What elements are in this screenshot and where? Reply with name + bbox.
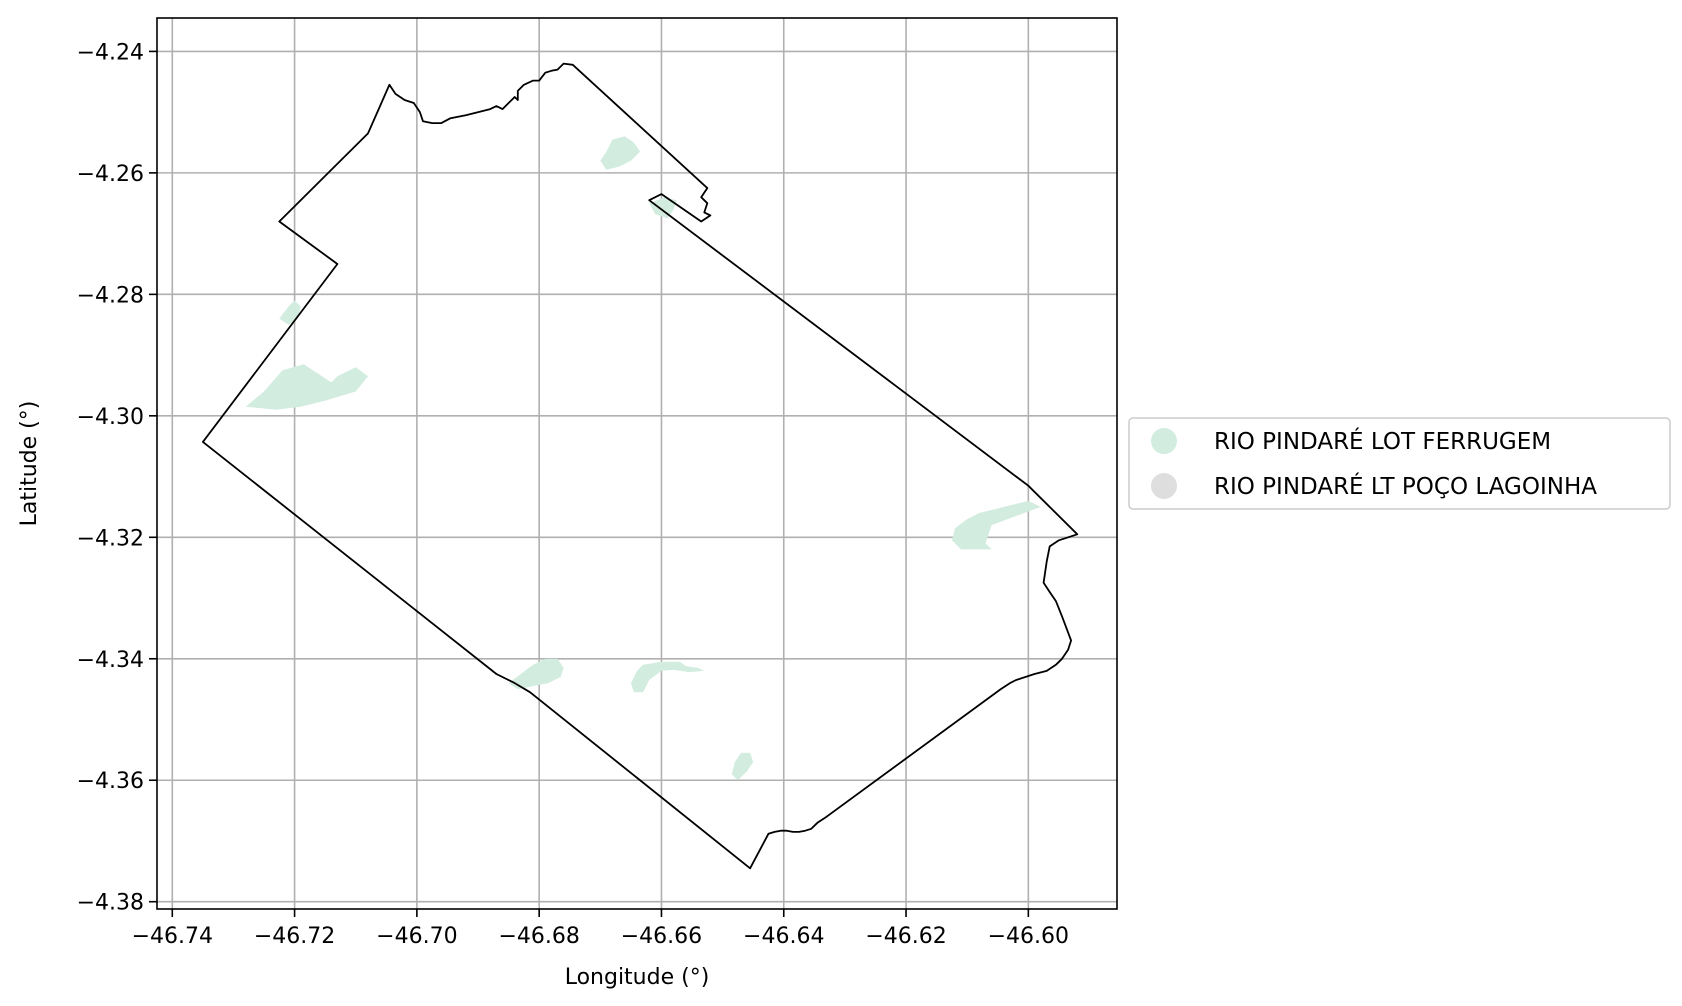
y-tick-label-2: −4.28 xyxy=(77,283,144,308)
grid-lines xyxy=(157,18,1117,909)
legend-label-ferrugem: RIO PINDARÉ LOT FERRUGEM xyxy=(1214,427,1551,455)
y-tick-label-4: −4.32 xyxy=(77,526,144,551)
mapped-areas xyxy=(245,136,1041,781)
legend-swatch-poco-lagoinha xyxy=(1151,473,1177,499)
legend-swatch-ferrugem xyxy=(1151,428,1177,454)
x-tick-label-7: −46.60 xyxy=(988,924,1069,949)
x-tick-label-4: −46.66 xyxy=(621,924,702,949)
x-tick-label-5: −46.64 xyxy=(743,924,824,949)
y-tick-label-7: −4.38 xyxy=(77,891,144,916)
y-tick-label-5: −4.34 xyxy=(77,648,144,673)
y-tick-label-6: −4.36 xyxy=(77,769,144,794)
x-tick-label-3: −46.68 xyxy=(498,924,579,949)
x-tick-label-1: −46.72 xyxy=(254,924,335,949)
legend: RIO PINDARÉ LOT FERRUGEM RIO PINDARÉ LT … xyxy=(1128,417,1671,510)
area-patch-0 xyxy=(600,136,641,170)
x-tick-label-6: −46.62 xyxy=(865,924,946,949)
y-axis-ticks: −4.24 −4.26 −4.28 −4.30 −4.32 −4.34 −4.36 −4.38 xyxy=(77,40,157,916)
plot-frame xyxy=(156,17,1118,910)
legend-box xyxy=(1128,417,1671,510)
boundary-outline xyxy=(201,62,1079,870)
boundary-layer xyxy=(201,62,1079,870)
x-axis-ticks: −46.74 −46.72 −46.70 −46.68 −46.66 −46.64 −46.… xyxy=(132,909,1069,949)
area-patch-7 xyxy=(731,752,754,781)
y-tick-label-3: −4.30 xyxy=(77,405,144,430)
y-tick-label-1: −4.26 xyxy=(77,162,144,187)
area-patch-5 xyxy=(508,658,564,690)
area-patch-1 xyxy=(649,197,677,219)
x-tick-label-0: −46.74 xyxy=(132,924,213,949)
legend-label-poco-lagoinha: RIO PINDARÉ LT POÇO LAGOINHA xyxy=(1214,472,1597,500)
x-axis-label: Longitude (°) xyxy=(565,965,710,990)
area-patch-6 xyxy=(630,661,705,693)
y-tick-label-0: −4.24 xyxy=(77,40,144,65)
area-patch-4 xyxy=(951,500,1041,550)
area-patch-3 xyxy=(245,364,368,410)
x-tick-label-2: −46.70 xyxy=(376,924,457,949)
y-axis-label: Latitude (°) xyxy=(17,401,42,527)
